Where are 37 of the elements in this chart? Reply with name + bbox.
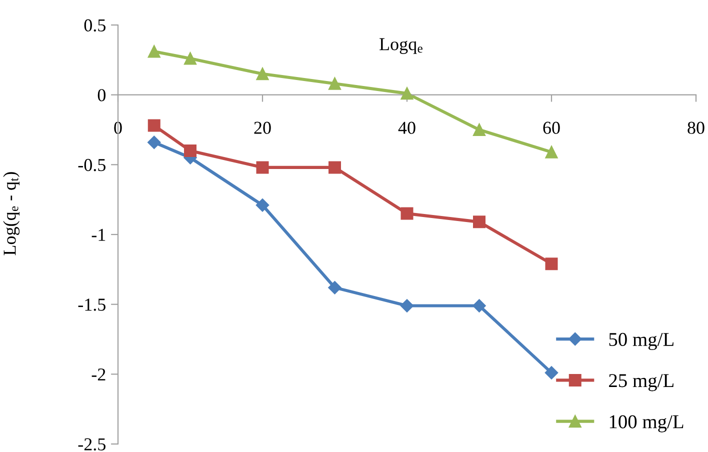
y-axis-title: Log(q$_{e}$ - q$_{t}$)	[3, 172, 20, 256]
x-tick-label: 80	[688, 122, 704, 134]
x-tick-label: 60	[543, 122, 560, 134]
legend-label: 100 mg/L	[610, 415, 684, 432]
y-tick-label: -1.5	[78, 298, 106, 311]
y-tick-label: -0.5	[78, 158, 106, 172]
legend-label: 25 mg/L	[609, 374, 674, 392]
point	[328, 161, 341, 174]
y-tick-label: 0.5	[84, 19, 106, 32]
point	[400, 299, 414, 312]
point	[148, 136, 161, 149]
point	[545, 146, 558, 158]
point	[256, 68, 269, 80]
x-axis-title: Logq$_{e}$	[380, 38, 422, 54]
point	[400, 87, 414, 100]
point	[184, 52, 196, 65]
point	[544, 366, 558, 380]
x-tick-label: 0	[114, 122, 122, 134]
point	[472, 299, 486, 312]
point	[328, 280, 342, 294]
point	[256, 161, 269, 174]
y-tick-label: -2.5	[78, 438, 106, 451]
point	[148, 119, 160, 132]
point	[148, 45, 160, 58]
x-tick-label: 40	[398, 122, 416, 134]
x-tick-label: 20	[254, 122, 271, 134]
point	[256, 198, 270, 212]
y-tick-label: -1	[92, 228, 106, 241]
point	[328, 77, 341, 90]
y-tick-label: -2	[92, 368, 106, 380]
point	[545, 258, 558, 270]
point	[184, 144, 196, 157]
legend-label: 50 mg/L	[609, 332, 674, 350]
point	[400, 207, 414, 220]
point	[473, 216, 486, 228]
point	[473, 124, 486, 136]
y-tick-label: 0	[98, 89, 106, 102]
